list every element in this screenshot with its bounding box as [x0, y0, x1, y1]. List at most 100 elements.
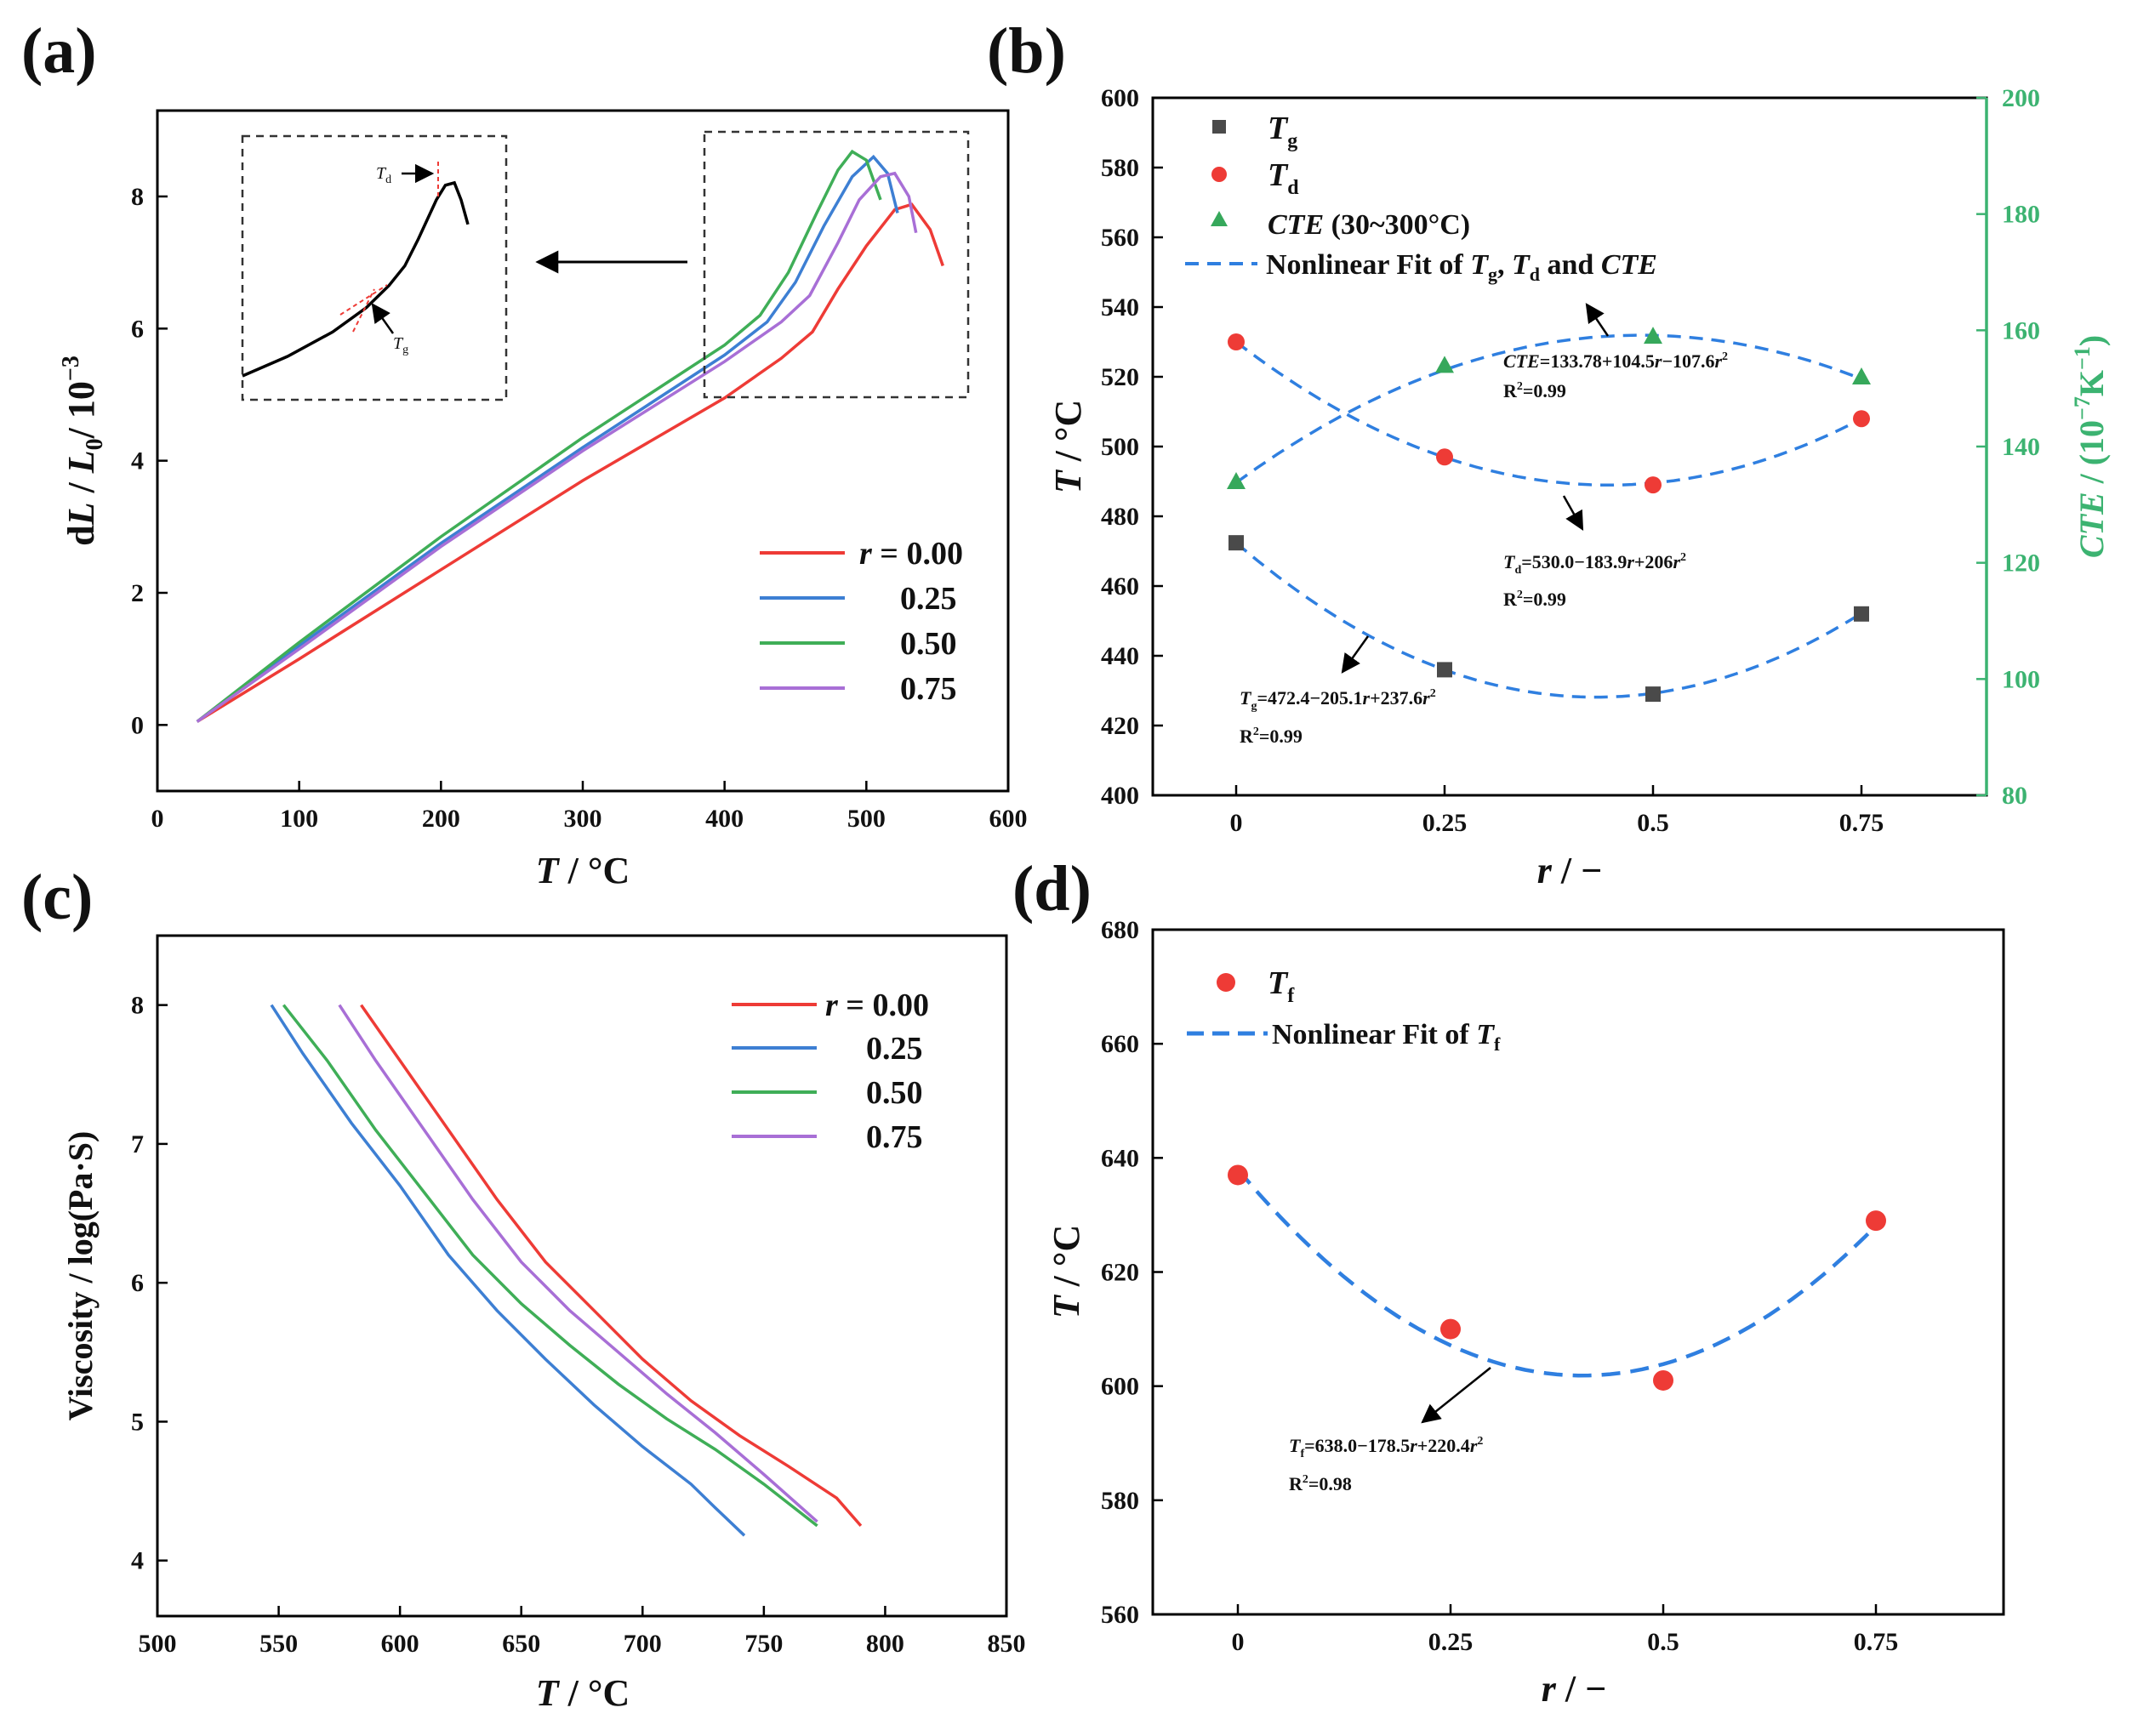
- panel-a-inset-tg-tangent-2: [339, 284, 388, 316]
- d-y-ticklabel-3: 620: [1101, 1259, 1139, 1287]
- c-x-ticklabel-5: 750: [744, 1630, 783, 1658]
- panel-b-y-axis-label: T / °C: [1047, 400, 1089, 494]
- b-y-ticklabel-1: 420: [1101, 712, 1139, 740]
- c-y-ticklabel-0: 4: [131, 1547, 144, 1575]
- fit-curve-tg: [1234, 541, 1862, 699]
- legend-label-r000: r = 0.00: [859, 536, 963, 572]
- series-line-r075: [196, 171, 918, 723]
- panel-b-y-axis-left: 400 420 440 460 480 500 520 540 560 580 600: [1101, 84, 1163, 810]
- panel-c-y-axis: 4 5 6 7 8: [131, 992, 168, 1575]
- d-y-ticklabel-4: 640: [1101, 1144, 1139, 1172]
- b-yr-ticklabel-1: 100: [2002, 665, 2040, 693]
- d-y-ticklabel-0: 560: [1101, 1601, 1139, 1629]
- b-x-ticklabel-3: 0.75: [1839, 809, 1884, 837]
- b-yr-ticklabel-5: 180: [2002, 201, 2040, 229]
- panel-d-tf-arrow: [1421, 1367, 1491, 1424]
- b-y-ticklabel-3: 460: [1101, 572, 1139, 600]
- panel-b-tg-equation: Tg=472.4−205.1r+237.6r2: [1240, 687, 1436, 713]
- series-line-r050: [196, 149, 882, 723]
- point-cte-0: [1227, 472, 1246, 489]
- b-y-ticklabel-2: 440: [1101, 642, 1139, 670]
- legend-marker-tg: [1212, 120, 1226, 134]
- point-tg-2: [1645, 686, 1661, 703]
- a-x-ticklabel-1: 100: [280, 805, 318, 833]
- point-tf-3: [1866, 1210, 1886, 1232]
- panel-d-x-axis: 0 0.25 0.5 0.75: [1232, 1604, 1898, 1656]
- b-y-ticklabel-6: 520: [1101, 363, 1139, 391]
- legend-marker-tf: [1217, 973, 1235, 992]
- b-y-ticklabel-9: 580: [1101, 154, 1139, 182]
- c-y-ticklabel-4: 8: [131, 992, 144, 1020]
- a-x-ticklabel-3: 300: [564, 805, 602, 833]
- b-yr-ticklabel-0: 80: [2002, 782, 2027, 810]
- panel-c-series: [270, 1004, 863, 1537]
- panel-d-x-axis-label: r / −: [1542, 1668, 1606, 1710]
- panel-b-label: (b): [987, 15, 1066, 87]
- panel-d-y-axis-label: T / °C: [1046, 1225, 1087, 1319]
- legend-label-tf: Tf: [1268, 965, 1295, 1007]
- b-y-ticklabel-4: 480: [1101, 503, 1139, 531]
- panel-a-inset-tg-tangent-1: [352, 288, 375, 333]
- fit-curve-cte: [1234, 333, 1862, 484]
- panel-c-label: (c): [21, 862, 93, 933]
- legend-label-td: Td: [1268, 157, 1299, 199]
- panel-b-tg-arrow: [1341, 635, 1370, 674]
- panel-a-y-axis-label: dL / L0/ 10−3: [58, 356, 108, 546]
- panel-b-y-axis-right: 80 100 120 140 160 180 200: [1976, 84, 2040, 810]
- a-x-ticklabel-4: 400: [705, 805, 744, 833]
- panel-b-tg-r2: R2=0.99: [1240, 726, 1303, 747]
- point-td-1: [1436, 448, 1453, 466]
- a-y-ticklabel-3: 6: [131, 315, 144, 343]
- point-tg-0: [1228, 535, 1244, 551]
- panel-b-cte-equation: CTE=133.78+104.5r−107.6r2: [1503, 350, 1728, 372]
- panel-a-inset-curve: [242, 180, 470, 378]
- b-y-ticklabel-0: 400: [1101, 782, 1139, 810]
- panel-b-x-axis-label: r / −: [1537, 850, 1602, 891]
- panel-a-inset-frame: [241, 134, 508, 401]
- c-x-ticklabel-7: 850: [988, 1630, 1026, 1658]
- legend-label-r050: 0.50: [900, 626, 957, 662]
- series-line-c-r075: [338, 1004, 818, 1523]
- c-x-ticklabel-6: 800: [866, 1630, 904, 1658]
- series-line-c-r000: [360, 1004, 863, 1528]
- series-line-c-r050: [282, 1004, 818, 1528]
- d-y-ticklabel-5: 660: [1101, 1030, 1139, 1058]
- a-y-ticklabel-1: 2: [131, 579, 144, 607]
- a-y-ticklabel-0: 0: [131, 711, 144, 739]
- legend-label-fit-b: Nonlinear Fit of Tg, Td and CTE: [1266, 249, 1657, 285]
- panel-a-zoom-region: [703, 130, 970, 399]
- c-x-ticklabel-4: 700: [624, 1630, 662, 1658]
- panel-a-x-axis-label: T / °C: [536, 850, 630, 891]
- d-y-ticklabel-1: 580: [1101, 1487, 1139, 1515]
- series-line-c-r025: [270, 1004, 746, 1537]
- b-x-ticklabel-2: 0.5: [1637, 809, 1669, 837]
- point-td-0: [1228, 333, 1245, 350]
- panel-a-y-axis: 0 2 4 6 8: [131, 183, 168, 739]
- c-x-ticklabel-2: 600: [381, 1630, 419, 1658]
- legend-label-r075: 0.75: [900, 671, 957, 707]
- panel-a-x-axis: 0 100 200 300 400 500 600: [151, 781, 1028, 833]
- point-tg-3: [1854, 606, 1869, 622]
- point-tf-0: [1228, 1164, 1248, 1186]
- panel-a-inset-td-label: Td: [376, 164, 391, 186]
- d-y-ticklabel-2: 600: [1101, 1373, 1139, 1401]
- fit-curve-td: [1234, 340, 1862, 487]
- panel-a-label: (a): [21, 15, 97, 87]
- d-y-ticklabel-6: 680: [1101, 916, 1139, 944]
- panel-d-tf-equation: Tf=638.0−178.5r+220.4r2: [1289, 1435, 1483, 1460]
- a-x-ticklabel-0: 0: [151, 805, 164, 833]
- b-yr-ticklabel-4: 160: [2002, 316, 2040, 344]
- legend-label-c-r075: 0.75: [866, 1119, 923, 1155]
- c-y-ticklabel-3: 7: [131, 1130, 144, 1158]
- panel-b-y-axis-label-right: CTE / (10−7K−1): [2070, 335, 2111, 558]
- panel-b-cte-arrow: [1585, 303, 1610, 337]
- point-tf-1: [1440, 1318, 1461, 1340]
- panel-c-plot-frame: [156, 934, 1008, 1618]
- panel-a-series: [196, 149, 944, 723]
- panel-b-td-r2: R2=0.99: [1503, 589, 1566, 610]
- series-line-r025: [196, 154, 899, 723]
- legend-label-c-r050: 0.50: [866, 1075, 923, 1111]
- c-y-ticklabel-2: 6: [131, 1269, 144, 1297]
- a-x-ticklabel-6: 600: [989, 805, 1028, 833]
